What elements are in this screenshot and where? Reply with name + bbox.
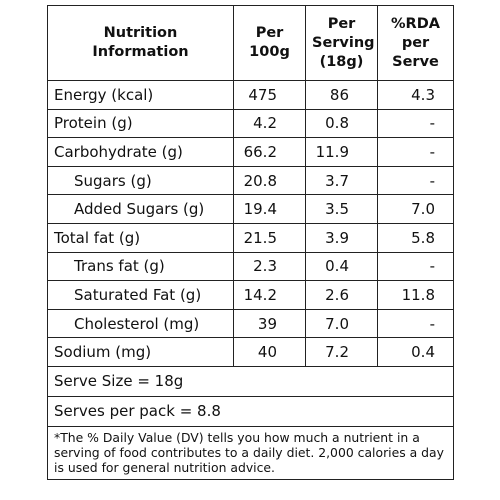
serves-per-pack-row: Serves per pack = 8.8	[47, 395, 454, 427]
header-cell: Nutrition Information	[47, 5, 234, 81]
nutrient-row: Energy (kcal) 475 86 4.3	[47, 80, 454, 110]
nutrient-row: Sugars (g) 20.8 3.7-	[47, 165, 454, 196]
nutrient-value: 0.8	[305, 108, 378, 139]
nutrient-row: Saturated Fat (g) 14.2 2.6 11.8	[47, 280, 454, 310]
nutrient-value: 19.4	[233, 194, 306, 224]
nutrient-row: Added Sugars (g) 19.4 3.5 7.0	[47, 194, 454, 224]
nutrient-row: Cholesterol (mg) 39 7.0-	[47, 308, 454, 339]
nutrient-value: 39	[233, 308, 306, 339]
footnote-row: *The % Daily Value (DV) tells you how mu…	[47, 425, 454, 480]
nutrient-name: Total fat (g)	[47, 222, 234, 253]
nutrient-name: Protein (g)	[47, 108, 234, 139]
nutrient-value: 7.0	[377, 194, 454, 224]
nutrient-value: 3.7	[305, 165, 378, 196]
nutrient-value: 86	[305, 80, 378, 110]
header-cell: Per Serving (18g)	[305, 5, 378, 81]
serves-per-pack: Serves per pack = 8.8	[47, 395, 454, 427]
nutrient-name: Sodium (mg)	[47, 337, 234, 367]
nutrient-value: 66.2	[233, 137, 306, 167]
nutrient-name: Carbohydrate (g)	[47, 137, 234, 167]
nutrient-value: -	[377, 137, 454, 167]
serve-size: Serve Size = 18g	[47, 365, 454, 397]
nutrient-value: 2.3	[233, 251, 306, 282]
nutrient-row: Trans fat (g) 2.3 0.4-	[47, 251, 454, 282]
header-row: Nutrition Information Per 100g Per Servi…	[47, 5, 454, 81]
header-cell: Per 100g	[233, 5, 306, 81]
nutrient-row: Protein (g) 4.2 0.8-	[47, 108, 454, 139]
nutrient-name: Energy (kcal)	[47, 80, 234, 110]
nutrient-value: 11.8	[377, 280, 454, 310]
nutrient-value: 40	[233, 337, 306, 367]
nutrient-value: 4.3	[377, 80, 454, 110]
nutrient-value: 14.2	[233, 280, 306, 310]
nutrient-value: 2.6	[305, 280, 378, 310]
nutrient-row: Sodium (mg) 40 7.2 0.4	[47, 337, 454, 367]
nutrient-row: Carbohydrate (g) 66.2 11.9-	[47, 137, 454, 167]
nutrient-value: 3.5	[305, 194, 378, 224]
nutrient-row: Total fat (g) 21.5 3.9 5.8	[47, 222, 454, 253]
nutrient-value: 475	[233, 80, 306, 110]
nutrient-name: Cholesterol (mg)	[47, 308, 234, 339]
nutrient-value: -	[377, 251, 454, 282]
nutrient-name: Added Sugars (g)	[47, 194, 234, 224]
nutrient-name: Trans fat (g)	[47, 251, 234, 282]
table-body: Nutrition Information Per 100g Per Servi…	[47, 5, 454, 480]
nutrient-value: 5.8	[377, 222, 454, 253]
nutrient-value: 20.8	[233, 165, 306, 196]
footnote: *The % Daily Value (DV) tells you how mu…	[47, 425, 454, 480]
nutrient-value: 7.2	[305, 337, 378, 367]
nutrient-value: -	[377, 308, 454, 339]
nutrient-value: 0.4	[305, 251, 378, 282]
nutrition-table: Nutrition Information Per 100g Per Servi…	[47, 5, 454, 480]
serve-size-row: Serve Size = 18g	[47, 365, 454, 397]
nutrient-name: Sugars (g)	[47, 165, 234, 196]
nutrient-value: 7.0	[305, 308, 378, 339]
nutrient-value: 4.2	[233, 108, 306, 139]
nutrient-value: 0.4	[377, 337, 454, 367]
nutrient-value: -	[377, 165, 454, 196]
nutrient-value: -	[377, 108, 454, 139]
nutrient-value: 11.9	[305, 137, 378, 167]
header-cell: %RDA per Serve	[377, 5, 454, 81]
nutrient-name: Saturated Fat (g)	[47, 280, 234, 310]
nutrient-value: 21.5	[233, 222, 306, 253]
nutrient-value: 3.9	[305, 222, 378, 253]
